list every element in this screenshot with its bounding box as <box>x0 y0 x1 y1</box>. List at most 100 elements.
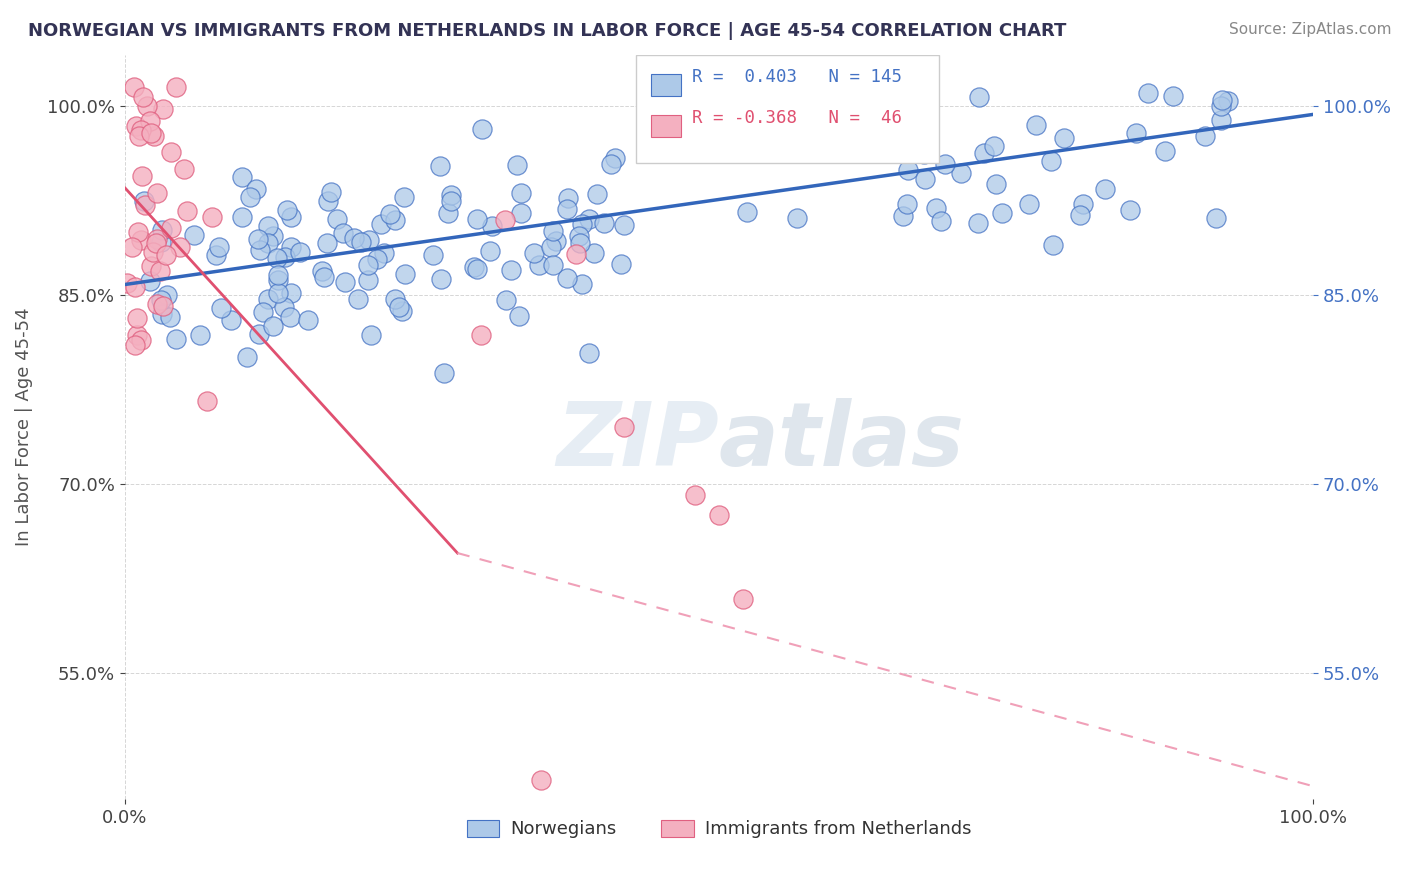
Point <box>609 257 631 271</box>
Point <box>173 162 195 177</box>
Point <box>571 277 593 291</box>
Point <box>150 223 173 237</box>
Point <box>565 247 588 261</box>
Point <box>169 239 191 253</box>
Point <box>132 89 155 103</box>
Point <box>357 273 380 287</box>
Point <box>128 128 150 143</box>
Point <box>314 269 336 284</box>
Point <box>311 264 333 278</box>
Point <box>124 338 146 352</box>
Point <box>252 305 274 319</box>
Point <box>481 219 503 234</box>
Point <box>124 79 146 94</box>
FancyBboxPatch shape <box>651 115 681 137</box>
Point <box>231 169 253 184</box>
Point <box>384 213 406 227</box>
Point <box>931 214 953 228</box>
Point <box>326 212 349 227</box>
Point <box>134 197 156 211</box>
Point <box>159 310 181 324</box>
Point <box>257 235 280 250</box>
Point <box>297 312 319 326</box>
Point <box>543 224 565 238</box>
Point <box>1209 99 1232 113</box>
FancyBboxPatch shape <box>636 55 939 163</box>
Point <box>315 236 337 251</box>
Point <box>136 99 159 113</box>
Point <box>465 261 488 276</box>
Point <box>280 239 302 253</box>
Point <box>540 240 562 254</box>
Point <box>150 235 173 249</box>
Point <box>245 182 267 196</box>
Point <box>707 508 730 522</box>
Point <box>321 185 343 199</box>
Point <box>529 258 551 272</box>
Point <box>139 113 162 128</box>
Point <box>391 304 413 318</box>
Text: Source: ZipAtlas.com: Source: ZipAtlas.com <box>1229 22 1392 37</box>
Point <box>983 139 1005 153</box>
Point <box>1039 153 1062 168</box>
Point <box>360 327 382 342</box>
Point <box>290 245 312 260</box>
Point <box>1094 182 1116 196</box>
Point <box>967 216 990 230</box>
Point <box>984 177 1007 191</box>
Point <box>236 350 259 364</box>
Point <box>586 187 609 202</box>
Point <box>205 248 228 262</box>
Point <box>150 306 173 320</box>
Point <box>378 207 401 221</box>
Point <box>430 272 453 286</box>
Y-axis label: In Labor Force | Age 45-54: In Labor Force | Age 45-54 <box>15 308 32 546</box>
Point <box>278 310 301 325</box>
Point <box>257 292 280 306</box>
Point <box>991 206 1014 220</box>
Point <box>267 268 290 282</box>
Point <box>479 244 502 259</box>
Point <box>1136 86 1159 100</box>
Point <box>437 206 460 220</box>
Point <box>1216 95 1239 109</box>
Point <box>1205 211 1227 225</box>
Point <box>145 232 167 246</box>
Point <box>249 244 271 258</box>
Point <box>593 216 616 230</box>
Point <box>422 248 444 262</box>
Point <box>152 102 174 116</box>
Point <box>373 245 395 260</box>
Point <box>366 252 388 267</box>
Point <box>897 163 920 178</box>
Point <box>463 260 485 275</box>
Point <box>470 328 492 343</box>
Point <box>347 292 370 306</box>
Point <box>1163 89 1185 103</box>
Point <box>523 246 546 260</box>
Point <box>280 210 302 224</box>
FancyBboxPatch shape <box>651 74 681 96</box>
Text: NORWEGIAN VS IMMIGRANTS FROM NETHERLANDS IN LABOR FORCE | AGE 45-54 CORRELATION : NORWEGIAN VS IMMIGRANTS FROM NETHERLANDS… <box>28 22 1067 40</box>
Point <box>156 288 179 302</box>
Point <box>433 366 456 380</box>
Point <box>1042 237 1064 252</box>
Point <box>925 201 948 215</box>
Point <box>569 235 592 250</box>
Point <box>152 299 174 313</box>
Point <box>1119 202 1142 217</box>
Point <box>546 234 568 248</box>
Point <box>912 147 935 161</box>
Point <box>139 274 162 288</box>
Point <box>274 250 297 264</box>
Point <box>124 279 146 293</box>
Point <box>257 219 280 234</box>
Point <box>188 328 211 343</box>
Point <box>316 194 339 208</box>
Point <box>1153 144 1175 158</box>
Point <box>683 488 706 502</box>
Point <box>125 119 148 133</box>
Point <box>1211 112 1233 127</box>
Point <box>127 225 149 239</box>
Point <box>578 211 600 226</box>
